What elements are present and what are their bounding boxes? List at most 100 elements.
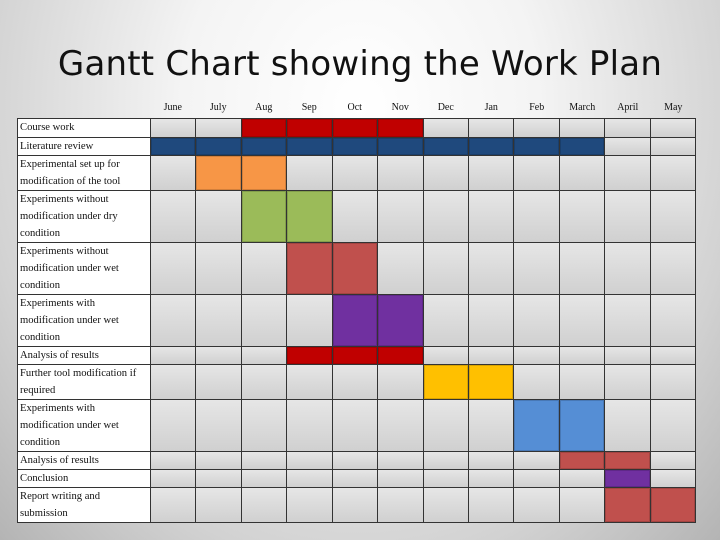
grid-cell bbox=[514, 470, 560, 487]
gantt-bar-segment bbox=[287, 119, 333, 137]
task-row: Experiments with modification under wet … bbox=[18, 399, 696, 451]
gantt-bar-segment bbox=[241, 138, 288, 155]
task-label: Experiments without modification under d… bbox=[18, 191, 151, 242]
month-label: Dec bbox=[437, 102, 454, 113]
grid-cell bbox=[468, 243, 515, 294]
grid-cell bbox=[241, 243, 288, 294]
grid-cell bbox=[650, 347, 696, 364]
grid-cell bbox=[559, 347, 606, 364]
grid-cell bbox=[650, 400, 696, 451]
grid-cell bbox=[151, 119, 197, 137]
gantt-bar-segment bbox=[196, 156, 242, 190]
grid-cell bbox=[605, 191, 651, 242]
gantt-bar-segment bbox=[241, 191, 288, 242]
gantt-bar-segment bbox=[378, 347, 424, 364]
grid-cell bbox=[151, 400, 197, 451]
grid-cell bbox=[650, 119, 696, 137]
grid-cell bbox=[559, 470, 606, 487]
month-label: July bbox=[209, 102, 227, 113]
gantt-bar-segment bbox=[287, 347, 333, 364]
month-label: Sep bbox=[301, 102, 317, 113]
grid-cell bbox=[468, 488, 515, 522]
grid-cell bbox=[559, 365, 606, 399]
grid-cell bbox=[605, 295, 651, 346]
grid-cell bbox=[332, 470, 379, 487]
gantt-bar-segment bbox=[287, 243, 333, 294]
gantt-bar-segment bbox=[241, 119, 288, 137]
grid-cell bbox=[151, 470, 197, 487]
grid-cell bbox=[559, 191, 606, 242]
task-row: Experiments with modification under wet … bbox=[18, 294, 696, 346]
grid-cell bbox=[514, 119, 560, 137]
month-label: Nov bbox=[391, 102, 409, 113]
grid-cell bbox=[650, 452, 696, 469]
grid-cell bbox=[514, 452, 560, 469]
grid-cell bbox=[332, 452, 379, 469]
task-label: Literature review bbox=[18, 138, 151, 155]
grid-cell bbox=[196, 365, 242, 399]
grid-cell bbox=[605, 400, 651, 451]
task-label: Analysis of results bbox=[18, 347, 151, 364]
grid-cell bbox=[151, 452, 197, 469]
grid-cell bbox=[151, 488, 197, 522]
grid-cell bbox=[378, 191, 424, 242]
grid-cell bbox=[196, 347, 242, 364]
grid-cell bbox=[332, 156, 379, 190]
grid-cell bbox=[514, 191, 560, 242]
grid-cell bbox=[605, 243, 651, 294]
gantt-bar-segment bbox=[332, 243, 379, 294]
gantt-bar-segment bbox=[332, 138, 379, 155]
task-row: Course work bbox=[18, 119, 696, 137]
grid-cell bbox=[241, 400, 288, 451]
grid-cell bbox=[514, 243, 560, 294]
gantt-bar-segment bbox=[423, 138, 469, 155]
grid-cell bbox=[650, 138, 696, 155]
grid-cell bbox=[468, 156, 515, 190]
gantt-bar-segment bbox=[241, 156, 288, 190]
grid-cell bbox=[151, 243, 197, 294]
grid-cell bbox=[287, 452, 333, 469]
grid-cell bbox=[468, 400, 515, 451]
task-row: Experiments without modification under w… bbox=[18, 242, 696, 294]
month-label: June bbox=[163, 102, 182, 113]
grid-cell bbox=[423, 452, 469, 469]
grid-cell bbox=[378, 488, 424, 522]
grid-cell bbox=[287, 365, 333, 399]
grid-cell bbox=[378, 400, 424, 451]
task-label: Further tool modification if required bbox=[18, 365, 151, 399]
task-label: Course work bbox=[18, 119, 151, 137]
grid-cell bbox=[514, 156, 560, 190]
task-row: Literature review bbox=[18, 137, 696, 155]
grid-cell bbox=[423, 488, 469, 522]
task-label: Experiments with modification under wet … bbox=[18, 400, 151, 451]
grid-cell bbox=[423, 470, 469, 487]
grid-cell bbox=[423, 156, 469, 190]
chart-title: Gantt Chart showing the Work Plan bbox=[57, 44, 663, 84]
gantt-bar-segment bbox=[650, 488, 696, 522]
grid-cell bbox=[332, 400, 379, 451]
grid-cell bbox=[514, 295, 560, 346]
gantt-bar-segment bbox=[423, 365, 469, 399]
task-row: Analysis of results bbox=[18, 346, 696, 364]
grid-cell bbox=[650, 191, 696, 242]
task-row: Experiments without modification under d… bbox=[18, 190, 696, 242]
grid-cell bbox=[287, 295, 333, 346]
grid-cell bbox=[559, 295, 606, 346]
task-row: Report writing and submission bbox=[18, 487, 696, 522]
gantt-bar-segment bbox=[332, 295, 379, 346]
grid-cell bbox=[241, 488, 288, 522]
grid-cell bbox=[605, 347, 651, 364]
grid-cell bbox=[559, 488, 606, 522]
gantt-bar-segment bbox=[151, 138, 197, 155]
grid-cell bbox=[468, 452, 515, 469]
grid-cell bbox=[151, 191, 197, 242]
gantt-bar-segment bbox=[332, 347, 379, 364]
gantt-bar-segment bbox=[605, 470, 651, 487]
grid-cell bbox=[423, 347, 469, 364]
task-label: Report writing and submission bbox=[18, 488, 151, 522]
grid-cell bbox=[378, 365, 424, 399]
month-label: Oct bbox=[347, 102, 362, 113]
grid-cell bbox=[468, 295, 515, 346]
month-label: Jan bbox=[484, 102, 498, 113]
grid-cell bbox=[468, 119, 515, 137]
